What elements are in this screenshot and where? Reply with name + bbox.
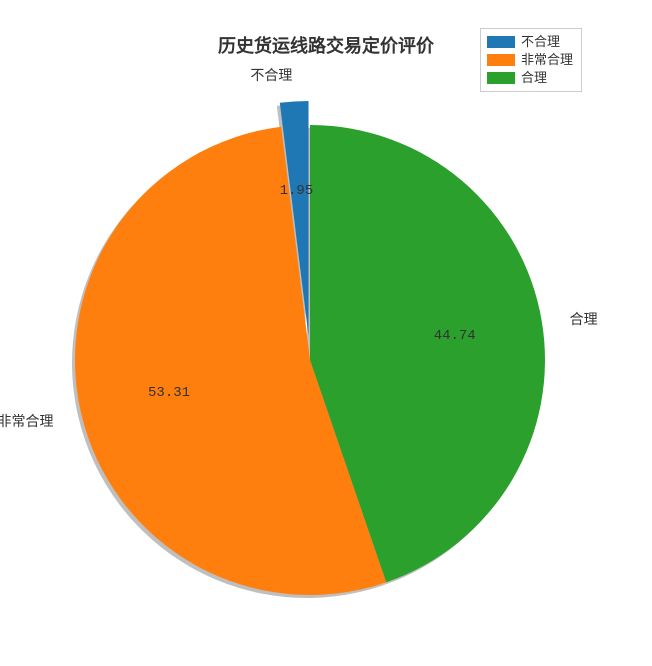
legend-swatch <box>487 36 515 48</box>
slice-value: 53.31 <box>148 385 190 401</box>
legend-item: 合理 <box>487 69 573 87</box>
slice-name: 不合理 <box>250 65 292 85</box>
legend-label: 合理 <box>521 69 547 87</box>
pie-chart: 历史货运线路交易定价评价 不合理非常合理合理 1.95不合理53.31非常合理4… <box>0 0 652 666</box>
slice-name: 合理 <box>570 309 598 329</box>
legend-swatch <box>487 54 515 66</box>
legend-swatch <box>487 72 515 84</box>
legend-item: 不合理 <box>487 33 573 51</box>
legend-label: 不合理 <box>521 33 560 51</box>
slice-name: 非常合理 <box>0 411 54 431</box>
legend-item: 非常合理 <box>487 51 573 69</box>
slice-value: 44.74 <box>434 328 476 344</box>
pie-plot-area <box>0 0 652 666</box>
slice-value: 1.95 <box>280 183 314 199</box>
legend: 不合理非常合理合理 <box>480 28 582 92</box>
legend-label: 非常合理 <box>521 51 573 69</box>
